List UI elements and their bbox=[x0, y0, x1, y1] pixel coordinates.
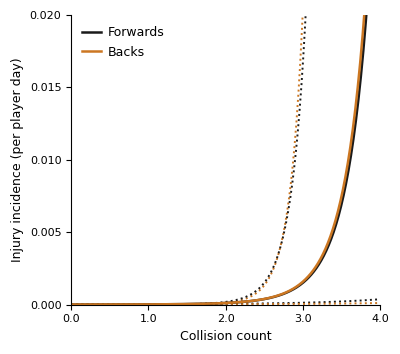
Backs bbox=[216, 301, 220, 306]
Line: Forwards: Forwards bbox=[71, 0, 380, 304]
Backs bbox=[217, 301, 222, 306]
Backs bbox=[236, 300, 241, 304]
Backs bbox=[252, 298, 257, 303]
Y-axis label: Injury incidence (per player day): Injury incidence (per player day) bbox=[11, 58, 24, 262]
Forwards bbox=[322, 252, 327, 257]
Forwards bbox=[216, 301, 220, 306]
Forwards bbox=[252, 298, 257, 303]
Backs bbox=[69, 302, 74, 307]
Forwards bbox=[236, 300, 241, 304]
Backs bbox=[322, 249, 327, 253]
X-axis label: Collision count: Collision count bbox=[180, 330, 271, 343]
Forwards bbox=[217, 301, 222, 306]
Forwards bbox=[69, 302, 74, 307]
Legend: Forwards, Backs: Forwards, Backs bbox=[77, 21, 169, 64]
Line: Backs: Backs bbox=[71, 0, 380, 304]
